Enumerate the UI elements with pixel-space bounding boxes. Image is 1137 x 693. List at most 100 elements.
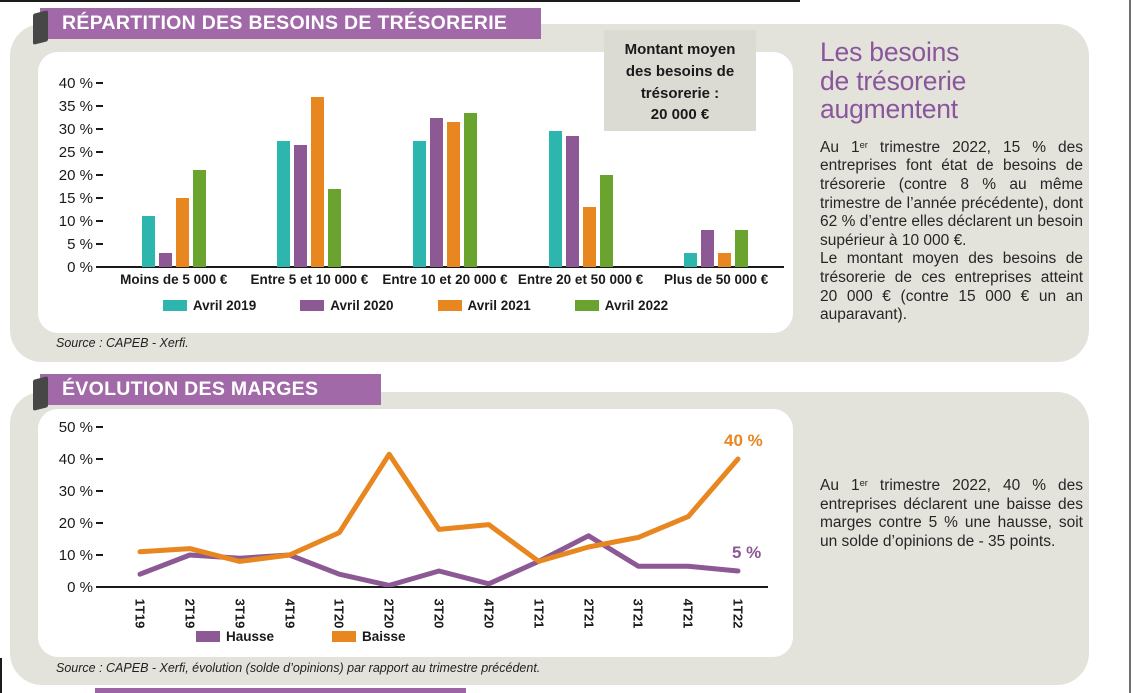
next-section-banner-edge	[95, 688, 466, 693]
bar-avril-2020	[701, 230, 715, 267]
line-chart-svg	[137, 451, 741, 588]
x-tick-label: 4T20	[472, 593, 506, 633]
legend-item-hausse: Hausse	[196, 629, 274, 644]
bar-avril-2019	[684, 253, 698, 267]
y-tick-label: 30 %	[43, 120, 103, 138]
source-note-marges: Source : CAPEB - Xerfi, évolution (solde…	[56, 661, 541, 675]
bar-group-1	[106, 83, 242, 267]
superscript: er	[859, 477, 868, 488]
x-tick-text: 1T21	[531, 598, 547, 628]
page-left-border	[0, 658, 2, 693]
x-tick-label: 2T19	[173, 593, 207, 633]
paragraph-text: trimestre 2022, 40 % des entreprises déc…	[820, 477, 1083, 550]
y-tick-label: 40 %	[43, 450, 103, 468]
commentary-paragraph: Au 1er trimestre 2022, 15 % des entrepri…	[820, 139, 1083, 251]
commentary-title-line: augmentent	[820, 94, 958, 125]
bar-group-4	[513, 83, 649, 267]
superscript: er	[859, 139, 868, 150]
y-tick-label: 40 %	[43, 74, 103, 92]
end-value-label-hausse: 5 %	[732, 543, 762, 562]
bar-avril-2020	[158, 253, 172, 267]
legend-swatch	[574, 300, 599, 311]
bar-avril-2021	[446, 122, 460, 267]
bar-group-5	[648, 83, 784, 267]
bar-chart-x-axis-line	[100, 266, 784, 268]
legend-swatch	[437, 300, 462, 311]
bar-avril-2020	[294, 145, 308, 267]
x-category-label: Plus de 50 000 €	[664, 272, 769, 287]
commentary-paragraph: Le montant moyen des besoins de trésorer…	[820, 250, 1083, 324]
line-chart-x-tick-labels: 1T19 2T19 3T19 4T19 1T20 2T20 3T20 4T20 1T21 2T21…	[38, 593, 793, 633]
bar-group-2	[242, 83, 378, 267]
x-tick-text: 2T20	[381, 598, 397, 628]
commentary-title-line: de trésorerie	[820, 65, 967, 96]
bar-avril-2021	[175, 198, 189, 267]
x-category-label: Moins de 5 000 €	[120, 272, 228, 287]
bar-avril-2022	[735, 230, 749, 267]
x-tick-label: 3T20	[422, 593, 456, 633]
x-tick-label: 2T21	[572, 593, 606, 633]
y-tick-label: 10 %	[43, 212, 103, 230]
x-tick-text: 4T19	[281, 598, 297, 628]
x-tick-label: 3T21	[621, 593, 655, 633]
note-line: 20 000 €	[650, 106, 710, 124]
x-tick-label: 3T19	[223, 593, 257, 633]
y-tick-label: 15 %	[43, 189, 103, 207]
x-tick-text: 3T20	[431, 598, 447, 628]
x-tick-text: 2T19	[182, 598, 198, 628]
x-tick-text: 4T20	[481, 598, 497, 628]
page-top-border	[0, 0, 800, 2]
y-tick-label: 0 %	[43, 578, 103, 596]
y-tick-label: 25 %	[43, 143, 103, 161]
legend-item-avril-2019: Avril 2019	[162, 298, 257, 313]
legend-swatch	[196, 631, 220, 642]
x-category-label: Entre 5 et 10 000 €	[250, 272, 369, 287]
commentary-tresorerie: Les besoins de trésorerie augmentent Au …	[820, 38, 1083, 325]
x-tick-label: 1T22	[721, 593, 755, 633]
bar-chart-plot-area	[106, 83, 784, 267]
bar-avril-2022	[463, 112, 477, 267]
note-line: Montant moyen	[624, 41, 736, 58]
series-line-hausse	[137, 533, 741, 588]
paragraph-text: Au 1	[820, 138, 860, 156]
x-tick-text: 1T20	[331, 598, 347, 628]
bar-avril-2019	[548, 131, 562, 267]
paragraph-text: Au 1	[820, 477, 860, 494]
legend-item-baisse: Baisse	[332, 629, 406, 644]
y-tick-label: 20 %	[43, 166, 103, 184]
y-tick-label: 10 %	[43, 546, 103, 564]
bar-avril-2022	[599, 175, 613, 267]
bar-avril-2021	[311, 96, 325, 267]
note-line: trésorerie :	[640, 84, 720, 102]
y-tick-label: 35 %	[43, 97, 103, 115]
legend-label: Baisse	[362, 629, 406, 644]
page-right-border	[1129, 0, 1131, 693]
y-tick-label: 0 %	[43, 258, 103, 276]
bar-avril-2019	[412, 140, 426, 267]
bar-avril-2020	[429, 117, 443, 267]
bar-avril-2021	[718, 253, 732, 267]
x-category-label: Entre 10 et 20 000 €	[382, 272, 508, 287]
average-amount-note-box: Montant moyen des besoins de trésorerie …	[604, 30, 756, 131]
commentary-paragraph: Au 1er trimestre 2022, 40 % des entrepri…	[820, 477, 1083, 551]
paragraph-text: trimestre 2022, 15 % des entreprises fon…	[820, 138, 1083, 249]
line-chart-x-axis-line	[100, 586, 768, 588]
legend-item-avril-2020: Avril 2020	[300, 298, 394, 313]
bar-avril-2019	[277, 140, 291, 267]
commentary-title: Les besoins de trésorerie augmentent	[820, 38, 1083, 124]
x-tick-text: 2T21	[580, 598, 596, 628]
bar-avril-2022	[328, 188, 342, 267]
legend-item-avril-2021: Avril 2021	[437, 298, 531, 313]
note-line: des besoins de	[625, 62, 735, 80]
x-tick-label: 1T19	[123, 593, 157, 633]
commentary-marges: Au 1er trimestre 2022, 40 % des entrepri…	[820, 477, 1083, 551]
x-tick-text: 3T21	[630, 598, 646, 628]
bar-chart-legend: Avril 2019 Avril 2020 Avril 2021 Avril 2022	[38, 298, 793, 313]
y-tick-label: 20 %	[43, 514, 103, 532]
series-line-baisse	[137, 451, 741, 564]
y-tick-label: 30 %	[43, 482, 103, 500]
bar-avril-2021	[582, 207, 596, 267]
bar-avril-2022	[192, 170, 206, 267]
legend-label: Avril 2019	[192, 298, 257, 313]
